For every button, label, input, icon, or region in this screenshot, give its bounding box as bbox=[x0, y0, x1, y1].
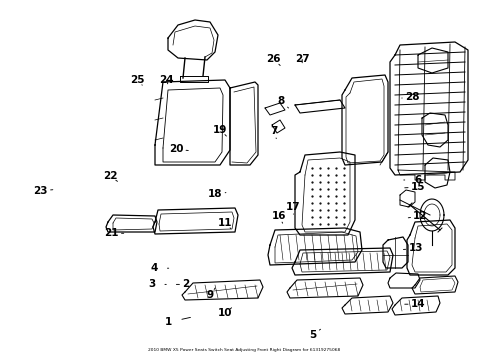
Text: 20: 20 bbox=[168, 144, 188, 154]
Text: 1: 1 bbox=[165, 317, 190, 327]
Text: 24: 24 bbox=[159, 75, 173, 85]
Text: 12: 12 bbox=[407, 211, 427, 221]
Polygon shape bbox=[286, 278, 362, 298]
Text: 26: 26 bbox=[266, 54, 281, 66]
Text: 15: 15 bbox=[404, 182, 425, 192]
Polygon shape bbox=[168, 20, 218, 60]
Text: 19: 19 bbox=[212, 125, 227, 136]
Text: 18: 18 bbox=[207, 189, 225, 199]
Text: 23: 23 bbox=[33, 186, 53, 196]
Polygon shape bbox=[155, 80, 229, 165]
Text: 27: 27 bbox=[294, 54, 309, 64]
Text: 17: 17 bbox=[285, 202, 300, 214]
Text: 22: 22 bbox=[102, 171, 117, 181]
Text: 4: 4 bbox=[150, 263, 168, 273]
Polygon shape bbox=[267, 228, 361, 265]
Polygon shape bbox=[180, 76, 207, 82]
Polygon shape bbox=[382, 237, 407, 268]
Text: 10: 10 bbox=[217, 308, 232, 318]
Text: 25: 25 bbox=[129, 75, 144, 85]
Text: 13: 13 bbox=[403, 243, 422, 253]
Polygon shape bbox=[387, 273, 419, 288]
Polygon shape bbox=[389, 42, 467, 175]
Text: 28: 28 bbox=[401, 92, 419, 102]
Polygon shape bbox=[341, 75, 387, 165]
Polygon shape bbox=[421, 113, 447, 147]
Polygon shape bbox=[341, 296, 392, 314]
Polygon shape bbox=[271, 120, 285, 133]
Polygon shape bbox=[294, 152, 354, 235]
Polygon shape bbox=[399, 190, 414, 207]
Text: 8: 8 bbox=[277, 96, 288, 108]
Polygon shape bbox=[153, 208, 238, 234]
Polygon shape bbox=[391, 296, 439, 315]
Polygon shape bbox=[264, 103, 285, 115]
Text: 2010 BMW X5 Power Seats Switch Seat Adjusting Front Right Diagram for 6131927506: 2010 BMW X5 Power Seats Switch Seat Adju… bbox=[148, 348, 340, 352]
Text: 7: 7 bbox=[269, 126, 277, 139]
Text: 5: 5 bbox=[309, 329, 320, 340]
Text: 9: 9 bbox=[206, 288, 215, 300]
Polygon shape bbox=[406, 220, 454, 275]
Text: 16: 16 bbox=[271, 211, 285, 223]
Polygon shape bbox=[229, 82, 258, 165]
Polygon shape bbox=[291, 248, 392, 275]
Polygon shape bbox=[417, 48, 447, 73]
Text: 6: 6 bbox=[403, 175, 421, 185]
Polygon shape bbox=[106, 215, 157, 232]
Polygon shape bbox=[411, 276, 457, 294]
Polygon shape bbox=[182, 280, 263, 300]
Polygon shape bbox=[424, 158, 449, 188]
Text: 2: 2 bbox=[176, 279, 189, 289]
Text: 3: 3 bbox=[148, 279, 166, 289]
Text: 14: 14 bbox=[404, 299, 425, 309]
Text: 11: 11 bbox=[217, 218, 232, 229]
Text: 21: 21 bbox=[104, 228, 123, 238]
Polygon shape bbox=[294, 100, 345, 113]
